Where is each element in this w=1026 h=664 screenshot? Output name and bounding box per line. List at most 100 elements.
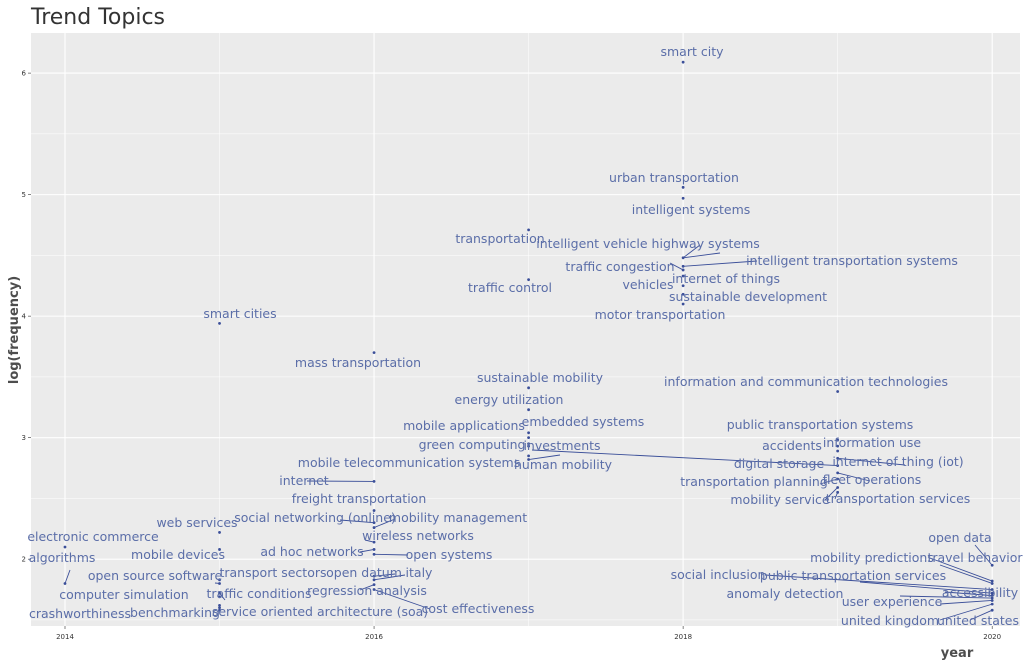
y-tick-label: 5 — [22, 191, 26, 199]
data-point — [372, 578, 376, 582]
data-point — [836, 456, 840, 460]
point-label: sustainable development — [669, 289, 827, 304]
data-point — [372, 583, 376, 587]
leader-line — [939, 600, 993, 605]
data-point — [218, 595, 221, 599]
data-point — [527, 431, 530, 435]
leader-line — [64, 569, 71, 584]
data-point — [218, 606, 221, 610]
x-axis-title: year — [941, 646, 974, 661]
leader-line — [764, 574, 993, 590]
data-point — [372, 552, 376, 556]
point-label: intelligent systems — [632, 202, 751, 217]
point-label: human mobility — [514, 457, 613, 472]
data-point — [836, 486, 840, 489]
data-point — [990, 602, 994, 606]
data-point — [990, 579, 994, 583]
leader-line — [528, 454, 561, 460]
data-point — [218, 603, 221, 607]
data-point — [990, 582, 994, 585]
point-label: intelligent transportation systems — [746, 253, 958, 268]
data-point — [372, 521, 376, 525]
y-tick-label: 4 — [22, 313, 27, 321]
leader-line — [969, 609, 993, 621]
data-point — [681, 264, 685, 268]
leader-line — [373, 589, 431, 610]
leader-line — [944, 591, 993, 597]
data-point — [836, 477, 840, 481]
point-label: urban transportation — [609, 170, 739, 185]
leader-line — [819, 478, 838, 485]
data-point — [527, 444, 530, 448]
data-point — [681, 284, 685, 288]
data-point — [372, 574, 376, 578]
point-label: investments — [523, 438, 600, 453]
leader-line — [339, 519, 375, 524]
point-labels: smart city urban transportation intelligen… — [27, 44, 1023, 628]
point-label: algorithms — [29, 550, 96, 565]
data-point — [372, 540, 376, 544]
point-label: freight transportation — [292, 491, 427, 506]
data-point — [372, 548, 376, 551]
y-tick-label: 3 — [22, 434, 26, 442]
point-label: fleet operations — [823, 472, 922, 487]
data-point — [836, 464, 840, 467]
point-label: mass transportation — [295, 355, 421, 370]
data-points — [63, 60, 994, 612]
data-point — [527, 408, 530, 412]
data-point — [218, 578, 221, 582]
chart-title: Trend Topics — [30, 5, 165, 30]
data-point — [836, 449, 840, 453]
data-point — [372, 351, 376, 354]
point-label: traffic conditions — [207, 586, 312, 601]
point-label: internet — [279, 473, 329, 488]
data-point — [527, 454, 530, 458]
data-point — [218, 591, 221, 595]
leader-line — [974, 544, 993, 566]
point-label: motor transportation — [595, 307, 726, 322]
point-label: mobile telecommunication systems — [298, 455, 520, 470]
data-point — [372, 588, 376, 591]
point-label: green computing — [419, 437, 526, 452]
point-label: sustainable mobility — [477, 370, 604, 385]
point-label: web services — [156, 515, 237, 530]
data-point — [218, 531, 221, 534]
y-tick-label: 2 — [22, 556, 26, 564]
leader-line — [374, 553, 409, 556]
point-label: benchmarking — [130, 605, 220, 620]
data-point — [681, 196, 685, 200]
point-label: embedded systems — [522, 414, 645, 429]
data-point — [218, 322, 221, 325]
data-point — [990, 596, 994, 600]
data-point — [836, 490, 840, 494]
point-label: open datum — [326, 565, 402, 580]
data-point — [372, 479, 376, 483]
point-label: internet of thing (iot) — [832, 454, 963, 469]
point-label: italy — [406, 565, 434, 580]
leader-line — [939, 564, 993, 584]
point-label: mobile devices — [131, 547, 225, 562]
data-point — [836, 390, 840, 393]
point-label: transportation — [455, 231, 544, 246]
x-tick-label: 2020 — [983, 633, 1001, 641]
point-label: accidents — [762, 438, 822, 453]
leader-line — [859, 581, 993, 594]
leader-line — [683, 260, 758, 267]
data-point — [836, 444, 840, 448]
x-tick-label: 2016 — [365, 633, 383, 641]
data-point — [218, 608, 221, 612]
leader-line — [682, 244, 701, 259]
data-point — [990, 599, 994, 602]
leader-line — [824, 487, 838, 501]
y-tick-label: 6 — [22, 70, 27, 78]
point-label: open systems — [406, 547, 493, 562]
data-point — [527, 386, 530, 390]
leader-line — [929, 557, 993, 582]
leader-line — [219, 592, 226, 601]
point-label: social inclusion — [671, 567, 766, 582]
point-label: public transportation systems — [727, 417, 914, 432]
point-label: user experience — [842, 594, 943, 609]
leader-line — [837, 472, 871, 482]
axes: 2014 2016 2018 2020 2 3 4 5 6 — [22, 70, 1002, 641]
grid-lines — [31, 33, 1020, 626]
